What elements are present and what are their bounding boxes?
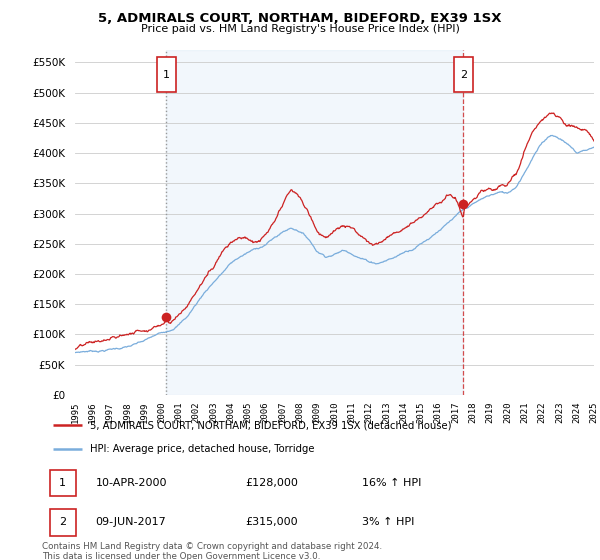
Text: HPI: Average price, detached house, Torridge: HPI: Average price, detached house, Torr… [90, 445, 314, 454]
FancyBboxPatch shape [454, 57, 473, 92]
Text: 10-APR-2000: 10-APR-2000 [95, 478, 167, 488]
Text: 1: 1 [59, 478, 67, 488]
FancyBboxPatch shape [50, 470, 76, 496]
Text: 2: 2 [460, 69, 467, 80]
FancyBboxPatch shape [50, 509, 76, 535]
Text: Contains HM Land Registry data © Crown copyright and database right 2024.
This d: Contains HM Land Registry data © Crown c… [42, 542, 382, 560]
Text: 5, ADMIRALS COURT, NORTHAM, BIDEFORD, EX39 1SX: 5, ADMIRALS COURT, NORTHAM, BIDEFORD, EX… [98, 12, 502, 25]
Text: 09-JUN-2017: 09-JUN-2017 [95, 517, 166, 527]
Text: 1: 1 [163, 69, 170, 80]
FancyBboxPatch shape [157, 57, 176, 92]
Text: 16% ↑ HPI: 16% ↑ HPI [362, 478, 422, 488]
Text: 5, ADMIRALS COURT, NORTHAM, BIDEFORD, EX39 1SX (detached house): 5, ADMIRALS COURT, NORTHAM, BIDEFORD, EX… [90, 420, 452, 430]
Text: £128,000: £128,000 [245, 478, 298, 488]
Text: 2: 2 [59, 517, 67, 527]
Text: £315,000: £315,000 [245, 517, 298, 527]
Text: 3% ↑ HPI: 3% ↑ HPI [362, 517, 415, 527]
Bar [166, 50, 463, 395]
Text: Price paid vs. HM Land Registry's House Price Index (HPI): Price paid vs. HM Land Registry's House … [140, 24, 460, 34]
